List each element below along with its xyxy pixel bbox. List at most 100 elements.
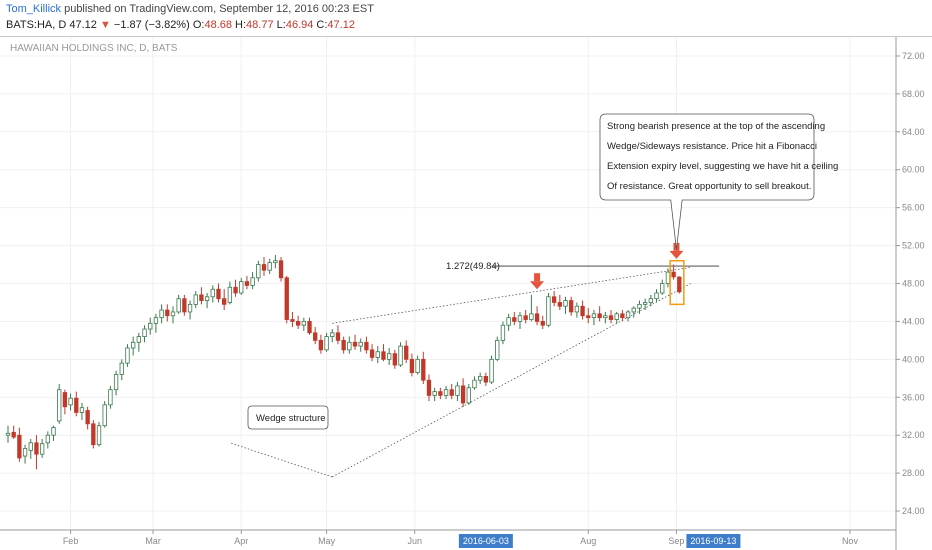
candle-body <box>614 313 619 320</box>
candle-body <box>364 341 369 351</box>
candle-body <box>108 389 113 406</box>
candle <box>45 431 50 449</box>
candle <box>193 291 198 309</box>
candle <box>204 292 210 309</box>
candle-body <box>278 260 284 279</box>
candle-body <box>671 271 676 278</box>
candle-body <box>5 432 11 436</box>
candle-body <box>489 358 494 383</box>
candle <box>614 311 619 324</box>
candle <box>68 393 73 411</box>
candle <box>432 387 437 402</box>
candle <box>79 402 85 421</box>
candle-body <box>409 358 415 374</box>
date-badge <box>686 534 741 548</box>
price-axis[interactable]: 24.00 28.00 32.00 36.00 40.00 44.00 48.00 52.00… <box>895 37 932 550</box>
open-label: O: <box>192 19 205 31</box>
candle <box>580 300 585 320</box>
candle-body <box>534 313 540 322</box>
wedge-lower-line <box>332 283 691 478</box>
candle <box>409 353 415 377</box>
price-tick-label: 48.00 <box>902 279 925 289</box>
time-axis[interactable]: Feb Mar Apr May Jun Aug Sep Nov 2016-06-03 2016-0… <box>0 529 896 548</box>
candle-body <box>222 298 227 305</box>
candle <box>551 291 557 307</box>
candle-body <box>677 276 682 293</box>
candle-body <box>375 351 380 358</box>
candle-body <box>369 349 375 358</box>
candle <box>540 315 545 330</box>
price-tick-label: 32.00 <box>902 430 925 440</box>
candle <box>62 389 68 415</box>
candle <box>113 370 119 396</box>
candle <box>290 311 295 328</box>
symbol-label[interactable]: BATS:HA, D <box>6 19 67 31</box>
candle-body <box>136 336 142 343</box>
candle <box>267 258 272 275</box>
candle-body <box>352 341 358 347</box>
callout-wedge-box <box>247 405 329 430</box>
candle <box>443 385 449 400</box>
date-badge-label: 2016-06-03 <box>463 536 509 546</box>
candle <box>546 292 551 328</box>
low-value: 46.94 <box>285 19 314 31</box>
candle <box>295 315 301 330</box>
candle-body <box>443 389 449 396</box>
candle <box>677 276 682 294</box>
candle-body <box>22 448 28 457</box>
candle <box>324 332 329 352</box>
candles <box>5 255 682 470</box>
time-tick-label: Nov <box>842 536 859 546</box>
candle <box>125 344 130 367</box>
time-tick-label: Jun <box>407 536 422 546</box>
candle-body <box>381 351 386 360</box>
candle-body <box>261 264 267 271</box>
candle-body <box>159 309 164 319</box>
candle <box>495 336 500 362</box>
candle <box>500 321 506 345</box>
candle <box>273 255 278 269</box>
candle-body <box>176 298 181 313</box>
candle-body <box>318 339 324 351</box>
candle <box>369 344 375 362</box>
chart-header: Tom_Killick published on TradingView.com… <box>0 0 932 37</box>
candle-body <box>642 302 648 305</box>
candle <box>187 300 193 320</box>
candle-body <box>569 300 574 313</box>
candle <box>148 317 153 335</box>
candle <box>57 383 62 424</box>
candle <box>278 256 284 282</box>
candle-body <box>45 434 50 444</box>
candle <box>398 342 403 367</box>
price-chart[interactable]: HAWAIIAN HOLDINGS INC, D, BATS 1.272(49.… <box>0 37 932 550</box>
candle <box>307 317 312 335</box>
candle <box>574 302 580 318</box>
candle <box>256 260 261 282</box>
candle-body <box>335 332 341 341</box>
candle <box>301 317 306 331</box>
candle <box>478 372 483 384</box>
price-tick-label: 56.00 <box>902 203 925 213</box>
candle-body <box>460 385 466 404</box>
price-tick-label: 28.00 <box>902 468 925 478</box>
candle-body <box>415 358 420 374</box>
candle <box>136 332 142 352</box>
candle <box>108 385 113 409</box>
candle <box>102 401 107 428</box>
price-tick-label: 60.00 <box>902 165 925 175</box>
author-link[interactable]: Tom_Killick <box>6 3 62 15</box>
price-tick-label: 24.00 <box>902 506 925 516</box>
candle-body <box>421 358 426 381</box>
candle-body <box>68 397 73 406</box>
time-tick-label: Mar <box>145 536 161 546</box>
candle-body <box>483 376 489 383</box>
arrow-shaft <box>534 273 541 282</box>
callout-top-text: Extension expiry level, suggesting we ha… <box>607 161 838 172</box>
candle-body <box>449 389 454 396</box>
candle-body <box>330 332 335 337</box>
candle-body <box>620 313 625 319</box>
candle <box>449 383 454 400</box>
candle-body <box>227 286 233 303</box>
candle <box>512 311 517 326</box>
candle-body <box>404 345 409 360</box>
